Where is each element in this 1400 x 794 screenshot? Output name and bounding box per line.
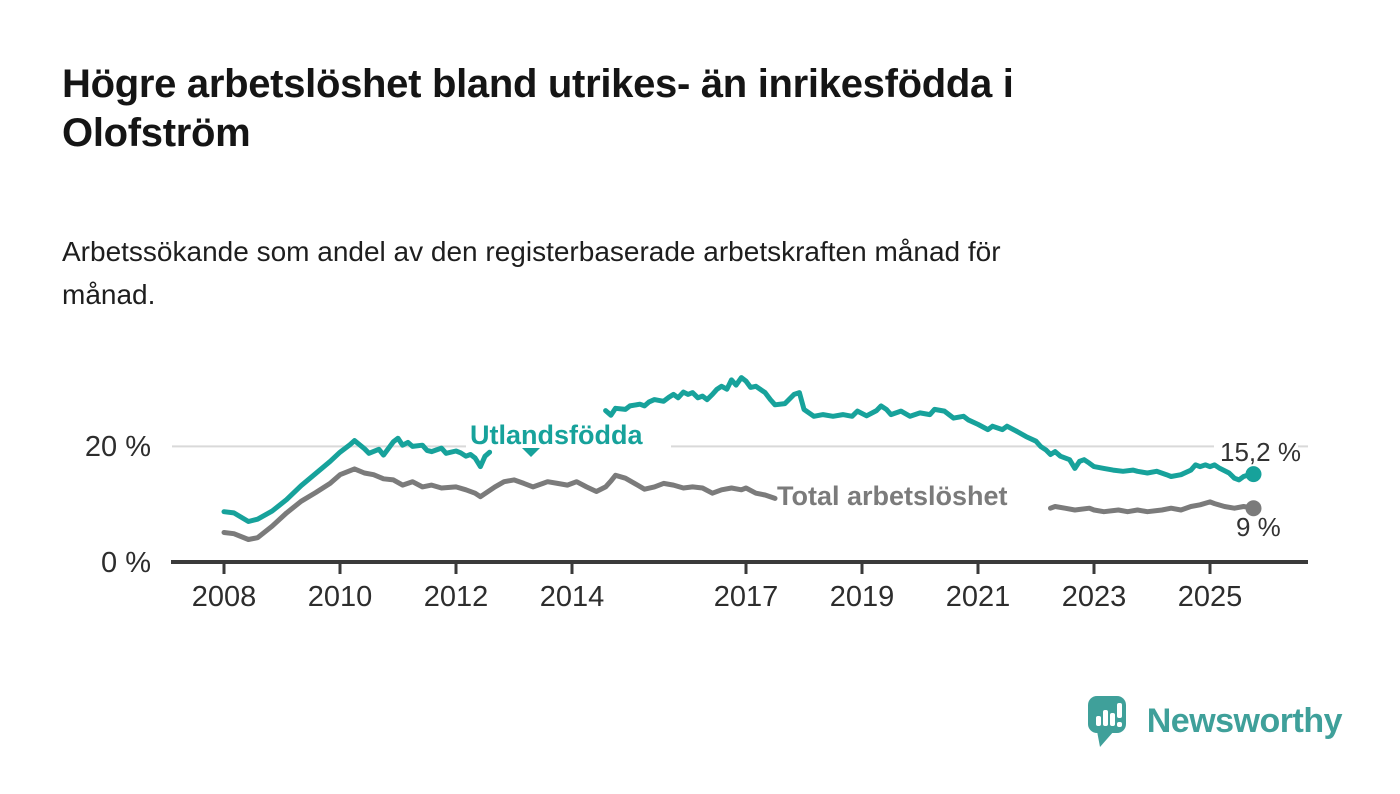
x-tick-label: 2014 xyxy=(540,581,605,613)
x-tick-label: 2019 xyxy=(830,581,895,613)
x-tick-label: 2023 xyxy=(1062,581,1127,613)
series-line-utlandsfodda xyxy=(603,375,1256,483)
series-label-total: Total arbetslöshet xyxy=(777,481,1008,511)
series-line-total xyxy=(221,466,778,542)
series-line-utlandsfodda xyxy=(221,435,493,524)
x-tick-label: 2008 xyxy=(192,581,257,613)
x-tick-label: 2021 xyxy=(946,581,1011,613)
y-tick-label-20: 20 % xyxy=(85,431,151,463)
page-title-line2: Olofström xyxy=(62,111,251,155)
x-tick-label: 2012 xyxy=(424,581,489,613)
bar-chart-speech-bubble-icon xyxy=(1087,696,1126,747)
end-value-label-total: 9 % xyxy=(1236,512,1281,542)
x-tick-label: 2025 xyxy=(1178,581,1243,613)
page-title-line1: Högre arbetslöshet bland utrikes- än inr… xyxy=(62,62,1014,106)
x-axis xyxy=(171,560,1308,574)
page-title: Högre arbetslöshet bland utrikes- än inr… xyxy=(62,60,1014,158)
series-end-dot-utlandsfodda xyxy=(1245,466,1262,483)
x-tick-label: 2017 xyxy=(714,581,779,613)
page-subtitle-line1: Arbetssökande som andel av den registerb… xyxy=(62,236,1001,267)
brand-name: Newsworthy xyxy=(1146,701,1343,740)
end-value-label-utlandsfodda: 15,2 % xyxy=(1220,437,1301,467)
series-label-utlandsfodda: Utlandsfödda xyxy=(470,420,643,450)
series-lines xyxy=(221,375,1262,542)
page-subtitle-line2: månad. xyxy=(62,279,156,310)
page-subtitle: Arbetssökande som andel av den registerb… xyxy=(62,230,1001,316)
newsworthy-brand: Newsworthy xyxy=(1087,693,1343,749)
x-tick-labels: 2008 2010 2012 2014 2017 2019 2021 2023 2025 xyxy=(192,581,1243,613)
series-end-dot-total xyxy=(1245,500,1262,517)
series-line-total xyxy=(1048,499,1256,515)
x-tick-label: 2010 xyxy=(308,581,373,613)
y-tick-label-0: 0 % xyxy=(101,547,151,579)
series-label-caret-icon xyxy=(522,448,540,457)
